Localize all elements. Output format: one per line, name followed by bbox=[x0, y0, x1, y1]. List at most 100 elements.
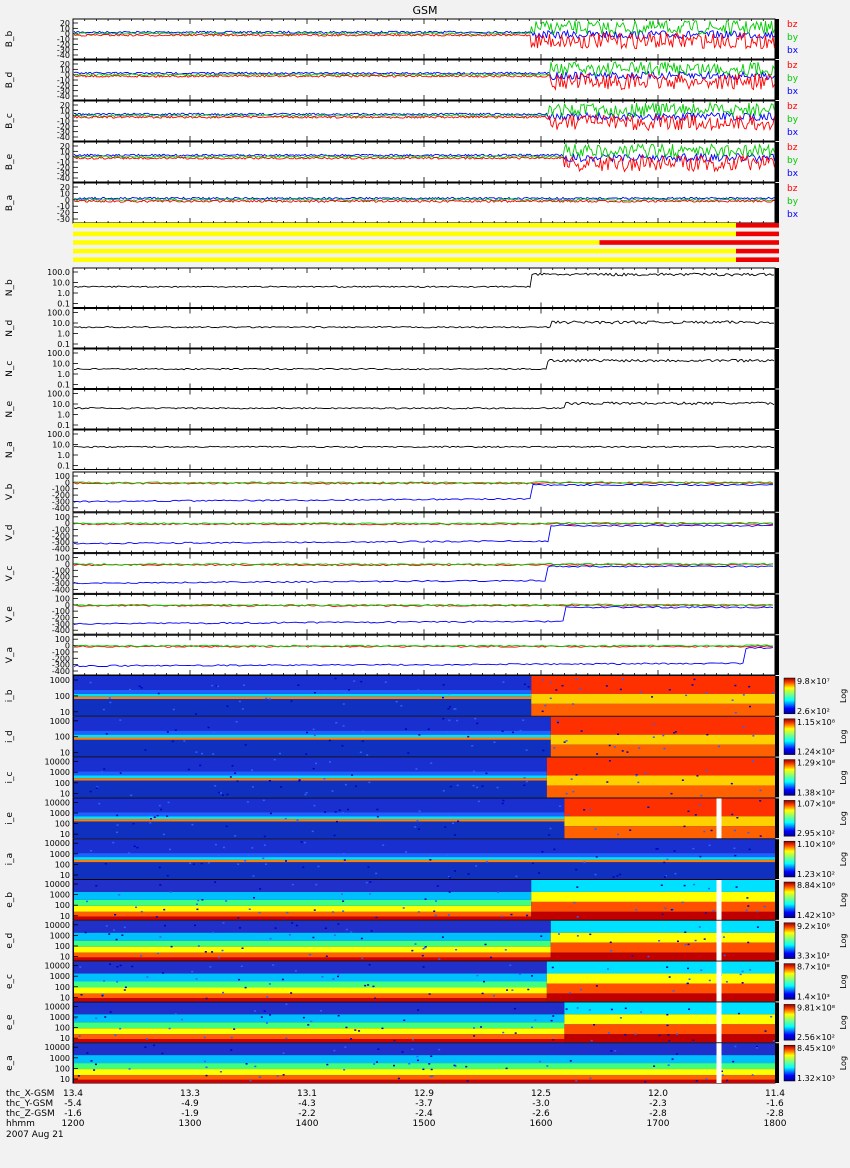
spectrogram-speckle bbox=[414, 826, 417, 828]
spectrogram-speckle bbox=[447, 814, 450, 817]
density-tick-label: 0.1 bbox=[57, 300, 70, 309]
spectrogram-speckle bbox=[694, 814, 697, 816]
spectrogram-speckle bbox=[326, 1063, 329, 1066]
mag-tick-label: 10 bbox=[60, 24, 70, 33]
spectrogram-speckle bbox=[666, 966, 669, 968]
spectrogram-speckle bbox=[172, 708, 175, 711]
spectrogram-band bbox=[74, 1034, 565, 1040]
spectrogram-speckle bbox=[269, 1014, 272, 1016]
x-tick-label: 1700 bbox=[647, 1119, 670, 1129]
spectrogram-speckle bbox=[199, 764, 202, 767]
spectrogram-speckle bbox=[203, 1036, 206, 1039]
colorbar-min: 1.32×10³ bbox=[797, 1074, 835, 1083]
spectrogram-speckle bbox=[610, 1008, 613, 1011]
spectrogram-ylabel: e_e bbox=[5, 1014, 15, 1030]
spectrogram-speckle bbox=[742, 694, 745, 696]
spectrogram-speckle bbox=[231, 765, 234, 767]
spectrogram-speckle bbox=[415, 768, 418, 770]
spectrogram-speckle bbox=[100, 771, 103, 773]
spectrogram-speckle bbox=[629, 829, 632, 831]
spectrogram-speckle bbox=[149, 822, 152, 824]
mag-series-bx bbox=[73, 70, 775, 82]
spectrogram-speckle bbox=[668, 976, 671, 978]
density-tick-label: 1.0 bbox=[57, 451, 70, 460]
spectrogram-band bbox=[74, 998, 547, 1002]
mag-series-by bbox=[73, 142, 775, 160]
spectrogram-band bbox=[74, 798, 565, 813]
spectrogram-band bbox=[74, 775, 547, 779]
spectrogram-speckle bbox=[430, 762, 433, 764]
spectrogram-speckle bbox=[381, 1027, 384, 1030]
spectrogram-speckle bbox=[553, 747, 556, 749]
spectrogram-speckle bbox=[647, 955, 650, 958]
spectrogram-speckle bbox=[692, 1039, 695, 1042]
spectrogram-tick-label: 1000 bbox=[50, 768, 70, 777]
spectrogram-speckle bbox=[663, 861, 666, 864]
spectrogram-tick-label: 10 bbox=[60, 1034, 70, 1043]
spectrogram-speckle bbox=[741, 970, 744, 973]
x-tick-label: 1800 bbox=[764, 1119, 787, 1129]
spectrogram-band bbox=[74, 1063, 775, 1070]
spectrogram-speckle bbox=[644, 1080, 647, 1083]
spectrogram-speckle bbox=[297, 684, 300, 686]
mag-tick-label: -10 bbox=[57, 202, 70, 211]
spectrogram-speckle bbox=[130, 794, 133, 797]
ephemeris-label: thc_X-GSM bbox=[6, 1089, 54, 1099]
spectrogram-band bbox=[74, 853, 775, 858]
spectrogram-speckle bbox=[548, 834, 551, 836]
spectrogram-tick-label: 100 bbox=[55, 942, 70, 951]
spectrogram-speckle bbox=[104, 1016, 107, 1018]
spectrogram-speckle bbox=[511, 731, 514, 734]
colorbar-label: Log bbox=[839, 934, 848, 948]
spectrogram-speckle bbox=[353, 680, 356, 682]
ephemeris-value: 13.1 bbox=[297, 1089, 317, 1099]
colorbar-label: Log bbox=[839, 770, 848, 784]
spectrogram-speckle bbox=[496, 891, 499, 894]
spectrogram-speckle bbox=[205, 1074, 208, 1077]
spectrogram-speckle bbox=[481, 992, 484, 995]
spectrogram-speckle bbox=[631, 955, 634, 957]
density-tick-label: 100.0 bbox=[47, 349, 70, 358]
velocity-tick-label: -300 bbox=[52, 620, 70, 629]
spectrogram-band bbox=[74, 1069, 775, 1076]
spectrogram-speckle bbox=[375, 872, 378, 875]
spectrogram-speckle bbox=[104, 862, 107, 865]
mag-series-bz bbox=[73, 154, 775, 173]
spectrogram-speckle bbox=[159, 936, 162, 938]
spectrogram-speckle bbox=[595, 856, 598, 858]
mode-bar-red bbox=[599, 240, 779, 245]
spectrogram-tick-label: 10000 bbox=[45, 921, 70, 930]
spectrogram-speckle bbox=[429, 1075, 432, 1078]
x-tick-label: 1200 bbox=[62, 1119, 85, 1129]
spectrogram-speckle bbox=[429, 853, 432, 856]
spectrogram-speckle bbox=[417, 1059, 420, 1062]
spectrogram-speckle bbox=[418, 734, 421, 736]
spectrogram-speckle bbox=[300, 841, 303, 843]
spectrogram-speckle bbox=[331, 790, 334, 792]
spectrogram-speckle bbox=[492, 994, 495, 997]
spectrogram-speckle bbox=[561, 684, 564, 687]
mag-tick-label: 10 bbox=[60, 147, 70, 156]
spectrogram-speckle bbox=[619, 1017, 622, 1019]
density-panel bbox=[72, 429, 776, 470]
spectrogram-speckle bbox=[350, 1038, 353, 1040]
spectrogram-speckle bbox=[214, 843, 217, 846]
spectrogram-band bbox=[74, 946, 551, 953]
spectrogram-speckle bbox=[321, 976, 324, 978]
spectrogram-speckle bbox=[158, 866, 161, 869]
spectrogram-speckle bbox=[708, 844, 711, 847]
colorbar-min: 1.24×10² bbox=[797, 748, 835, 757]
spectrogram-speckle bbox=[551, 966, 554, 969]
spectrogram-speckle bbox=[343, 691, 346, 694]
velocity-series-vy bbox=[73, 481, 774, 484]
spectrogram-speckle bbox=[263, 1010, 266, 1012]
spectrogram-speckle bbox=[656, 848, 659, 850]
velocity-series-vy bbox=[73, 521, 774, 525]
spectrogram-speckle bbox=[506, 989, 509, 991]
spectrogram-speckle bbox=[705, 1078, 708, 1080]
velocity-tick-label: 100 bbox=[55, 472, 70, 481]
spectrogram-speckle bbox=[531, 975, 534, 977]
right-edge-strip bbox=[775, 101, 779, 141]
spectrogram-speckle bbox=[103, 980, 106, 982]
right-edge-strip bbox=[775, 472, 779, 512]
